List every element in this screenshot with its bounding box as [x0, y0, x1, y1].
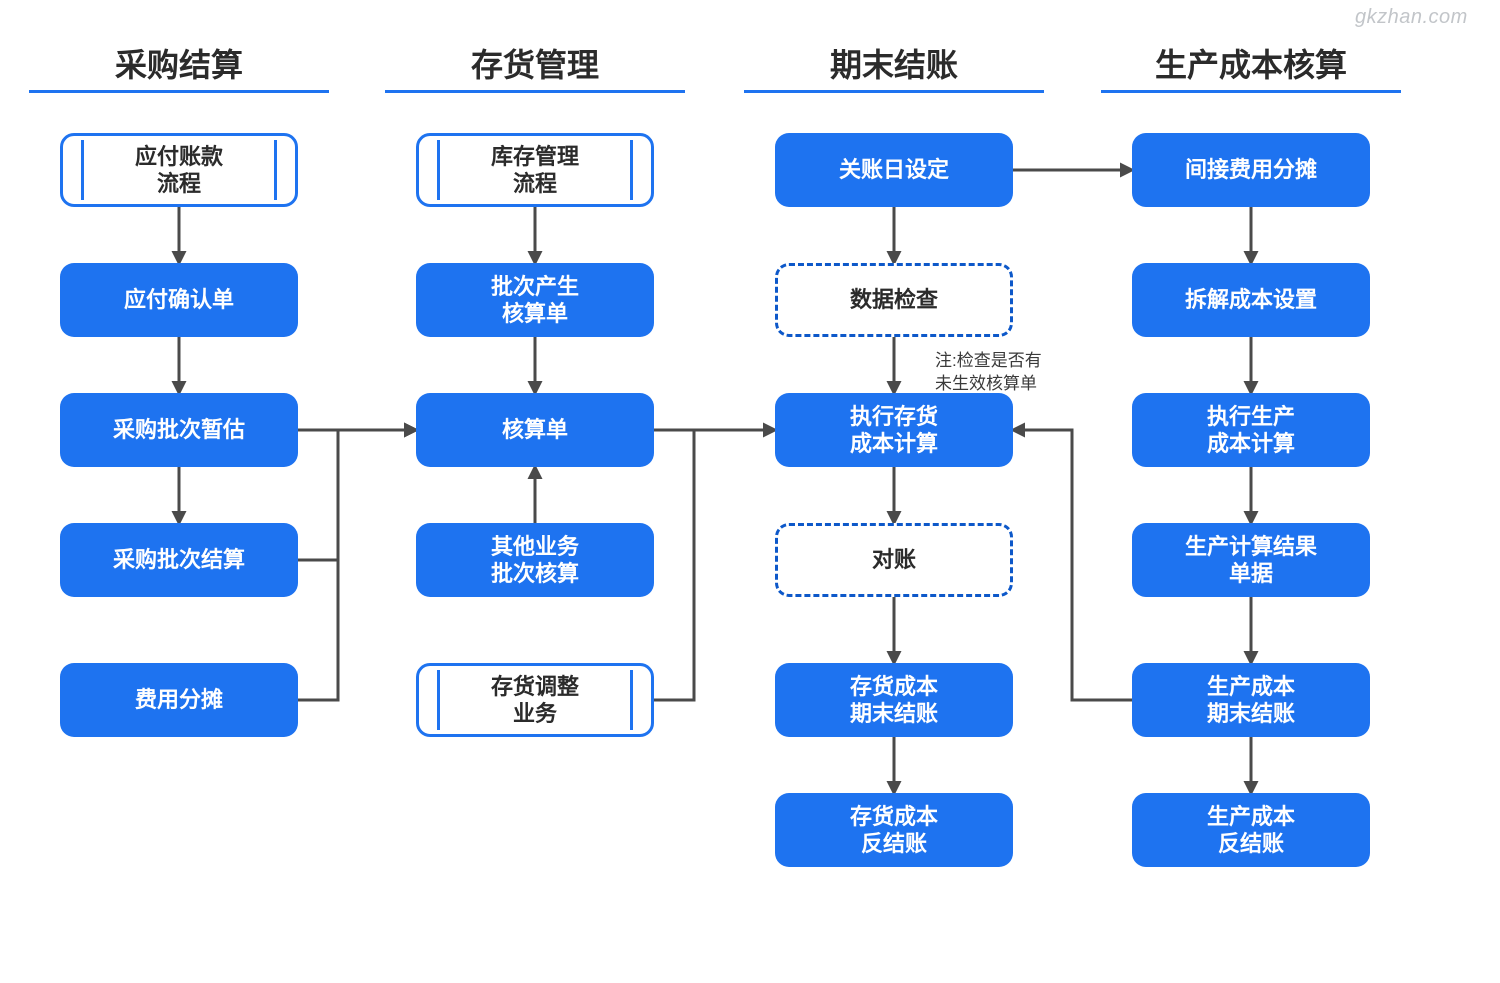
node-n_prod_close: 生产成本 期末结账 [1132, 663, 1370, 737]
column-underline-col1 [29, 90, 329, 93]
flowchart-canvas: 采购结算存货管理期末结账生产成本核算应付账款 流程应付确认单采购批次暂估采购批次… [0, 0, 1500, 983]
node-n_ap_flow: 应付账款 流程 [60, 133, 298, 207]
watermark: gkzhan.com [1355, 6, 1468, 29]
node-n_prod_unclose: 生产成本 反结账 [1132, 793, 1370, 867]
node-n_prod_res: 生产计算结果 单据 [1132, 523, 1370, 597]
node-n_ap_confirm: 应付确认单 [60, 263, 298, 337]
edge [298, 430, 416, 560]
node-n_run_prod: 执行生产 成本计算 [1132, 393, 1370, 467]
node-n_data_check: 数据检查 [775, 263, 1013, 337]
node-n_split_cost: 拆解成本设置 [1132, 263, 1370, 337]
node-n_fee_alloc: 费用分摊 [60, 663, 298, 737]
node-n_other_biz: 其他业务 批次核算 [416, 523, 654, 597]
column-underline-col4 [1101, 90, 1401, 93]
edge [298, 430, 416, 700]
node-n_calc_sheet: 核算单 [416, 393, 654, 467]
column-title-col1: 采购结算 [0, 40, 379, 86]
node-n_batch_calc: 批次产生 核算单 [416, 263, 654, 337]
node-label: 应付账款 流程 [135, 143, 223, 198]
column-title-col2: 存货管理 [335, 40, 735, 86]
node-n_pur_est: 采购批次暂估 [60, 393, 298, 467]
node-n_run_inv: 执行存货 成本计算 [775, 393, 1013, 467]
node-n_inv_close: 存货成本 期末结账 [775, 663, 1013, 737]
node-n_inv_adj: 存货调整 业务 [416, 663, 654, 737]
column-underline-col2 [385, 90, 685, 93]
node-n_reconcile: 对账 [775, 523, 1013, 597]
edge [1013, 430, 1132, 700]
column-title-col4: 生产成本核算 [1051, 40, 1451, 86]
node-label: 存货调整 业务 [491, 673, 579, 728]
node-n_inv_unclose: 存货成本 反结账 [775, 793, 1013, 867]
node-n_ind_cost: 间接费用分摊 [1132, 133, 1370, 207]
column-underline-col3 [744, 90, 1044, 93]
node-n_close_day: 关账日设定 [775, 133, 1013, 207]
annotation-note: 注:检查是否有 未生效核算单 [935, 350, 1042, 396]
node-n_pur_settle: 采购批次结算 [60, 523, 298, 597]
column-title-col3: 期末结账 [694, 40, 1094, 86]
node-n_inv_flow: 库存管理 流程 [416, 133, 654, 207]
node-label: 库存管理 流程 [491, 143, 579, 198]
